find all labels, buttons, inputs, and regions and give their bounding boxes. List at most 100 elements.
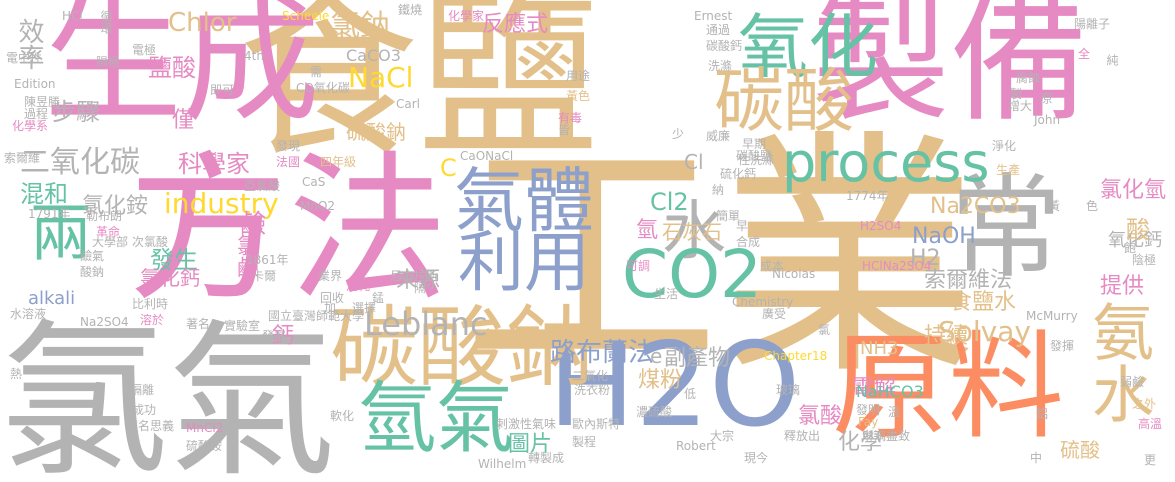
word-178: 生活 bbox=[654, 287, 679, 301]
word-73: 化學家 bbox=[448, 9, 485, 23]
word-49: 氯化銨 bbox=[82, 194, 149, 219]
word-99: 洗滌 bbox=[708, 59, 733, 73]
word-28: 步驟 bbox=[52, 98, 100, 126]
word-127: 實驗室 bbox=[224, 319, 261, 333]
word-47: 石灰石 bbox=[662, 220, 722, 244]
word-128: 著名 bbox=[186, 317, 211, 331]
word-168: 弱鹼 bbox=[1120, 375, 1145, 389]
word-187: 黃 bbox=[1048, 199, 1061, 213]
word-185: 陰極 bbox=[1132, 253, 1157, 267]
word-9: 常 bbox=[931, 168, 1061, 280]
word-4: 生成 bbox=[44, 0, 321, 141]
word-130: 業界 bbox=[318, 269, 343, 283]
word-118: 鹼氣 bbox=[80, 249, 105, 263]
word-17: 氫氣 bbox=[358, 374, 515, 464]
word-65: 硫酸 bbox=[1060, 438, 1100, 462]
word-33: Cl2 bbox=[650, 188, 689, 216]
word-134: 隔 bbox=[414, 281, 427, 295]
word-68: Cl bbox=[684, 150, 704, 174]
word-98: 增大 bbox=[1008, 99, 1033, 113]
word-166: McMurry bbox=[1026, 309, 1078, 323]
word-86: Edition bbox=[14, 77, 56, 91]
word-194: 腐蝕 bbox=[1016, 71, 1041, 85]
word-55: 持續 bbox=[924, 324, 969, 349]
word-64: 氫 bbox=[636, 218, 659, 243]
word-173: 更 bbox=[1144, 453, 1157, 467]
word-56: 提供 bbox=[1100, 274, 1145, 299]
word-131: 消耗 bbox=[346, 279, 371, 293]
word-147: 二氧化 bbox=[572, 369, 609, 383]
word-62: 鹼 bbox=[240, 210, 267, 240]
word-156: 現今 bbox=[744, 451, 769, 465]
word-175: Nicolas bbox=[772, 267, 816, 281]
word-121: 卡爾 bbox=[252, 269, 277, 283]
word-188: 色 bbox=[1086, 199, 1099, 213]
word-104: Carl bbox=[396, 97, 420, 111]
word-158: 釋放出 bbox=[784, 429, 821, 443]
word-165: 氯 bbox=[818, 323, 831, 337]
word-96: 威廉 bbox=[706, 129, 731, 143]
word-26: 二氧化碳 bbox=[20, 145, 140, 180]
word-8: 碳酸鈉 bbox=[330, 296, 595, 399]
word-162: 淋漓盡致 bbox=[862, 429, 911, 443]
word-95: 少 bbox=[672, 127, 685, 141]
word-12: process bbox=[782, 131, 990, 194]
word-144: 軟化 bbox=[330, 409, 355, 423]
word-71: 循環 bbox=[99, 10, 113, 34]
word-172: 高溫 bbox=[1138, 417, 1163, 431]
word-94: 皆 bbox=[558, 123, 571, 137]
word-101: 原 bbox=[1039, 92, 1053, 104]
word-97: 早期 bbox=[742, 137, 767, 151]
word-137: 選擇 bbox=[352, 301, 377, 315]
word-13: 氣體 bbox=[454, 160, 594, 242]
word-5: 製備 bbox=[812, 0, 1089, 141]
word-79: 全 bbox=[1078, 47, 1091, 61]
word-114: 1791年 bbox=[28, 207, 71, 221]
word-157: 玻璃 bbox=[776, 383, 801, 397]
word-143: 硫酸銨 bbox=[186, 439, 223, 453]
word-129: 國立臺灣師範大學 bbox=[268, 309, 365, 323]
word-82: 4th bbox=[244, 49, 264, 63]
word-111: 亞氯酸 bbox=[244, 179, 281, 193]
word-15: 水 bbox=[662, 195, 726, 269]
word-24: industry bbox=[164, 187, 279, 220]
word-37: 索爾維法 bbox=[924, 268, 1013, 293]
word-50: 發生 bbox=[150, 246, 198, 274]
word-36: 食鹽水 bbox=[950, 290, 1017, 315]
word-153: 轉製成 bbox=[528, 451, 565, 465]
word-0: 工業 bbox=[462, 109, 978, 409]
word-46: 副產物 bbox=[664, 346, 731, 371]
word-25: NaCl bbox=[348, 61, 414, 94]
word-151: 製程 bbox=[572, 435, 597, 449]
word-132: 尼古拉斯 bbox=[390, 269, 439, 283]
word-2: 氯氣 bbox=[0, 304, 336, 482]
word-106: CO氧化碳 bbox=[296, 81, 350, 95]
word-148: 濃硫酸 bbox=[636, 405, 673, 419]
word-59: NH3 bbox=[860, 338, 899, 359]
word-138: 發展 bbox=[262, 329, 287, 343]
word-107: 發現 bbox=[276, 139, 301, 153]
word-92: 黃色 bbox=[566, 89, 591, 103]
word-7: 原料 bbox=[832, 320, 1064, 455]
word-91: 用途 bbox=[566, 69, 591, 83]
word-124: 溶於 bbox=[140, 313, 165, 327]
word-11: 碳酸 bbox=[714, 60, 854, 142]
word-174: 中 bbox=[1030, 451, 1043, 465]
word-164: 廣受 bbox=[762, 307, 787, 321]
word-30: 效率 bbox=[14, 18, 44, 70]
word-142: MnCl2 bbox=[186, 421, 224, 435]
word-85: 即可 bbox=[210, 83, 235, 97]
word-72: Scheele bbox=[282, 9, 330, 23]
word-90: 索爾維 bbox=[4, 151, 41, 165]
word-39: 氯化氫 bbox=[1100, 178, 1167, 203]
word-183: HClNa2SO4 bbox=[862, 259, 932, 273]
word-159: 發明 bbox=[856, 403, 881, 417]
word-149: 低 bbox=[684, 387, 697, 401]
word-195: 製 bbox=[1010, 87, 1023, 101]
word-103: 生產 bbox=[996, 163, 1021, 177]
word-115: 勒布朗 bbox=[86, 209, 123, 223]
word-45: 化學 bbox=[838, 430, 883, 455]
word-109: 四年級 bbox=[320, 155, 357, 169]
word-176: Chemistry bbox=[732, 295, 794, 309]
word-27: 混和 bbox=[20, 180, 68, 208]
